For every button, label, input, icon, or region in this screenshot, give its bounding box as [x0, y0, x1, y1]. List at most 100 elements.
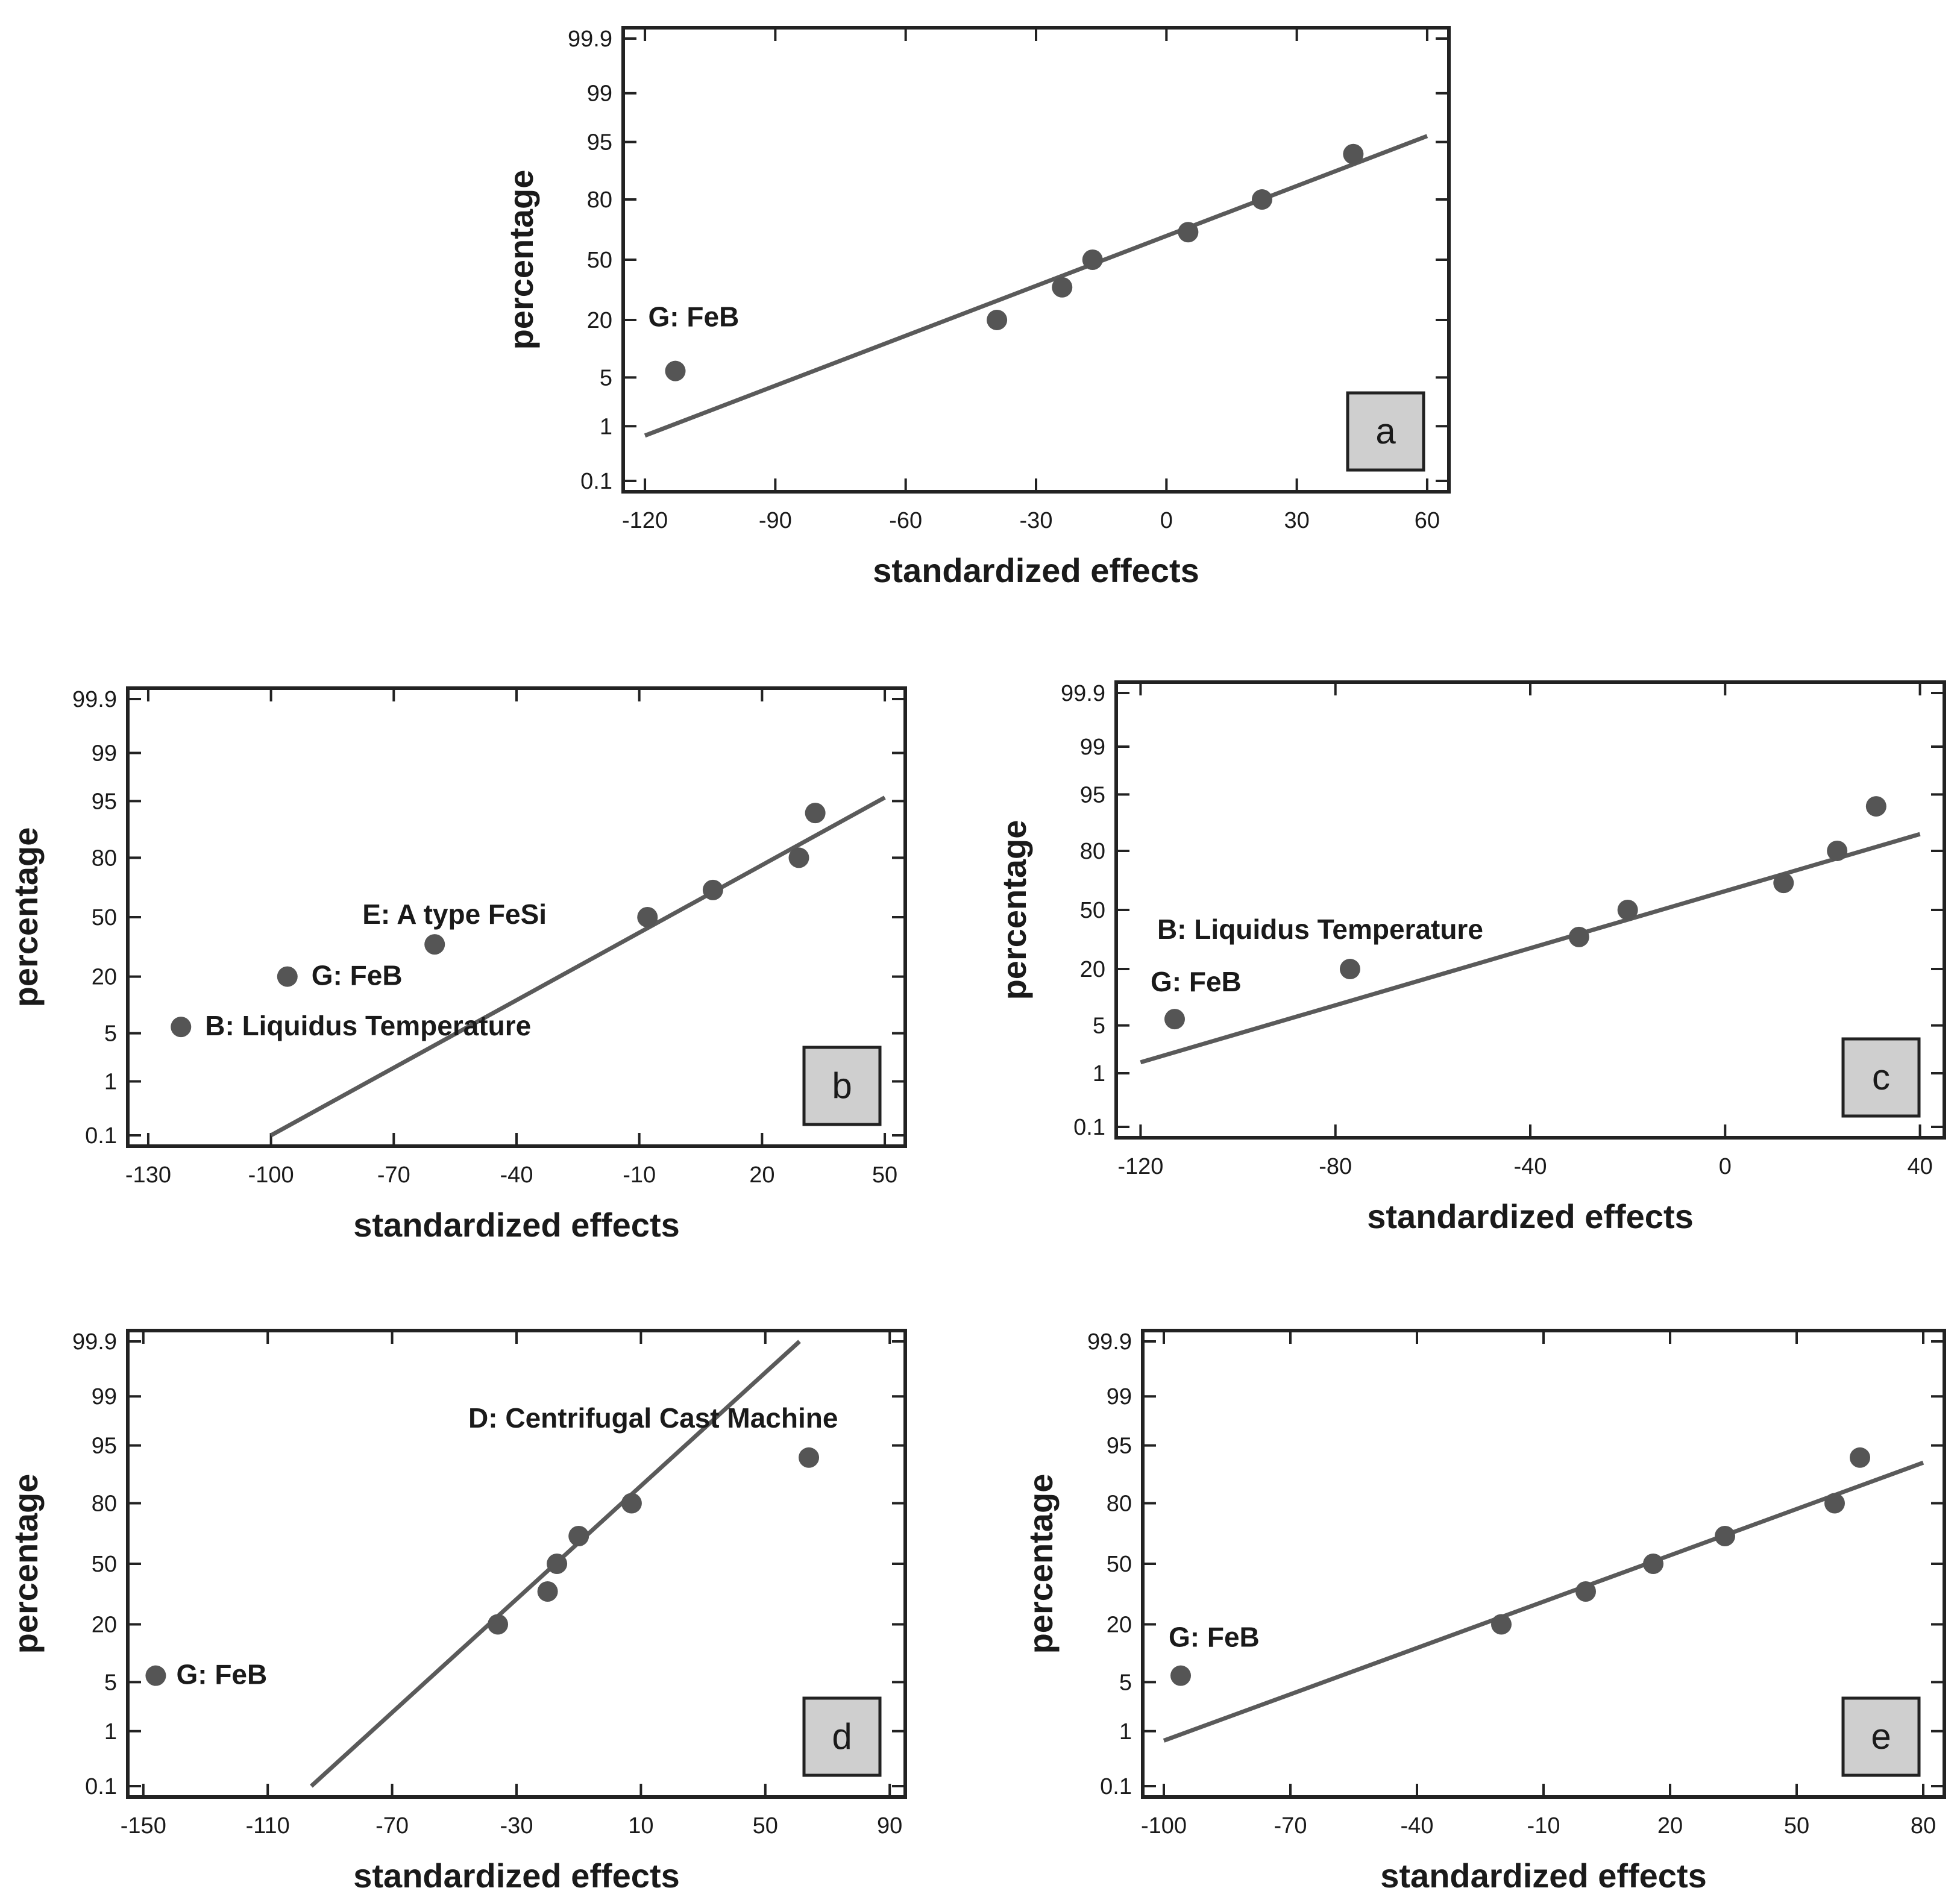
point-annotation: G: FeB	[312, 960, 403, 991]
point-annotation: D: Centrifugal Cast Machine	[468, 1402, 838, 1434]
y-tick-label: 95	[1080, 782, 1105, 808]
y-tick-label: 95	[92, 789, 117, 814]
data-point	[547, 1554, 568, 1574]
y-tick-label: 50	[1107, 1552, 1132, 1577]
x-tick-label: -80	[1319, 1154, 1352, 1179]
y-tick-label: 99	[587, 81, 612, 107]
x-axis-title: standardized effects	[353, 1857, 680, 1891]
y-tick-label: 20	[1107, 1612, 1132, 1637]
y-tick-label: 1	[1119, 1719, 1132, 1745]
data-point	[1170, 1665, 1191, 1686]
chart-panel-c: 0.1 1 5 20 50 80 95 99 99.9 -120 -80 -40 0 40 standard…	[995, 680, 1946, 1235]
point-annotation: G: FeB	[1169, 1622, 1260, 1653]
x-tick-label: -100	[248, 1162, 294, 1188]
panel-label: b	[832, 1065, 852, 1106]
y-tick-label: 20	[92, 965, 117, 990]
y-tick-label: 80	[92, 845, 117, 871]
data-point	[1715, 1525, 1735, 1546]
y-tick-label: 0.1	[1073, 1115, 1105, 1140]
data-point	[665, 360, 686, 381]
point-annotation: G: FeB	[176, 1659, 267, 1690]
data-point	[1164, 1009, 1185, 1030]
y-tick-label: 5	[600, 365, 612, 390]
data-point	[1643, 1554, 1663, 1574]
y-axis-title: percentage	[995, 820, 1033, 1000]
x-tick-label: 80	[1911, 1813, 1936, 1839]
y-tick-label: 99	[1080, 735, 1105, 760]
x-tick-label: -70	[375, 1813, 409, 1839]
data-point	[1052, 277, 1073, 298]
panel-label: e	[1871, 1716, 1891, 1757]
y-tick-label: 50	[92, 1552, 117, 1577]
data-point	[799, 1447, 820, 1468]
x-tick-label: 50	[1784, 1813, 1809, 1839]
x-tick-label: 90	[877, 1813, 902, 1839]
panel-label-box	[1841, 1696, 1921, 1777]
y-tick-label: 80	[587, 187, 612, 213]
y-tick-label: 99.9	[1087, 1329, 1132, 1355]
y-tick-label: 20	[92, 1612, 117, 1637]
panel-label-box	[1346, 391, 1425, 472]
x-tick-label: -100	[1141, 1813, 1187, 1839]
data-point	[424, 934, 445, 955]
x-tick-label: -10	[1527, 1813, 1560, 1839]
x-tick-label: -120	[1117, 1154, 1163, 1179]
data-point	[1343, 143, 1364, 165]
x-tick-label: -150	[121, 1813, 166, 1839]
fit-line	[1140, 832, 1921, 1065]
y-tick-label: 20	[587, 308, 612, 333]
y-tick-label: 99.9	[72, 687, 117, 712]
y-tick-label: 99	[1107, 1384, 1132, 1410]
data-point	[637, 907, 658, 927]
data-point	[1865, 796, 1886, 817]
x-tick-label: -130	[125, 1162, 171, 1188]
data-point	[1824, 1493, 1845, 1514]
x-tick-label: -40	[1514, 1154, 1547, 1179]
y-tick-label: 1	[104, 1070, 117, 1095]
y-tick-label: 80	[1107, 1491, 1132, 1517]
x-tick-label: -30	[1020, 508, 1053, 533]
x-tick-label: 60	[1415, 508, 1440, 533]
panel-label: c	[1872, 1057, 1890, 1097]
point-annotation: G: FeB	[649, 301, 740, 333]
data-point	[1773, 873, 1794, 894]
y-axis-title: percentage	[502, 170, 540, 350]
y-tick-label: 80	[1080, 839, 1105, 864]
x-tick-label: -10	[623, 1162, 656, 1188]
y-tick-label: 80	[92, 1491, 117, 1517]
x-tick-label: 0	[1719, 1154, 1732, 1179]
y-tick-label: 1	[104, 1719, 117, 1745]
x-tick-label: 20	[1657, 1813, 1683, 1839]
x-axis-title: standardized effects	[1380, 1857, 1707, 1891]
data-point	[277, 966, 298, 987]
plot-frame	[1141, 1329, 1946, 1799]
y-tick-label: 5	[1119, 1670, 1132, 1695]
y-tick-label: 0.1	[580, 469, 612, 494]
x-axis-title: standardized effects	[1367, 1197, 1694, 1235]
data-point	[171, 1017, 192, 1038]
point-annotation: B: Liquidus Temperature	[205, 1010, 531, 1041]
chart-panel-d: 0.1 1 5 20 50 80 95 99 99.9 -150 -110 -70 -30 10 50 90 s…	[7, 1329, 907, 1891]
data-point	[1575, 1581, 1596, 1602]
y-tick-label: 0.1	[85, 1123, 117, 1149]
y-tick-label: 99.9	[568, 27, 612, 52]
data-point	[788, 847, 809, 868]
x-tick-label: -40	[1401, 1813, 1434, 1839]
data-point	[1082, 249, 1103, 270]
chart-panel-b: 0.1 1 5 20 50 80 95 99 99.9 -130 -100 -70 -40 -10 20 50…	[7, 686, 907, 1244]
data-point	[1339, 959, 1360, 980]
data-point	[621, 1493, 642, 1514]
y-tick-label: 20	[1080, 957, 1105, 982]
x-tick-label: 0	[1160, 508, 1173, 533]
y-tick-label: 5	[104, 1670, 117, 1695]
y-tick-label: 95	[587, 130, 612, 155]
chart-panel-a: 0.1 1 5 20 50 80 95 99 99.9 -120 -90 -60 -30 0 30 60 sta…	[502, 26, 1451, 589]
fit-line	[1163, 1460, 1924, 1743]
data-point	[702, 879, 723, 900]
y-tick-label: 99.9	[1061, 681, 1105, 706]
y-axis-title: percentage	[7, 827, 45, 1008]
panel-label: a	[1375, 411, 1396, 451]
y-tick-label: 0.1	[1100, 1774, 1132, 1799]
y-axis-title: percentage	[7, 1474, 45, 1654]
